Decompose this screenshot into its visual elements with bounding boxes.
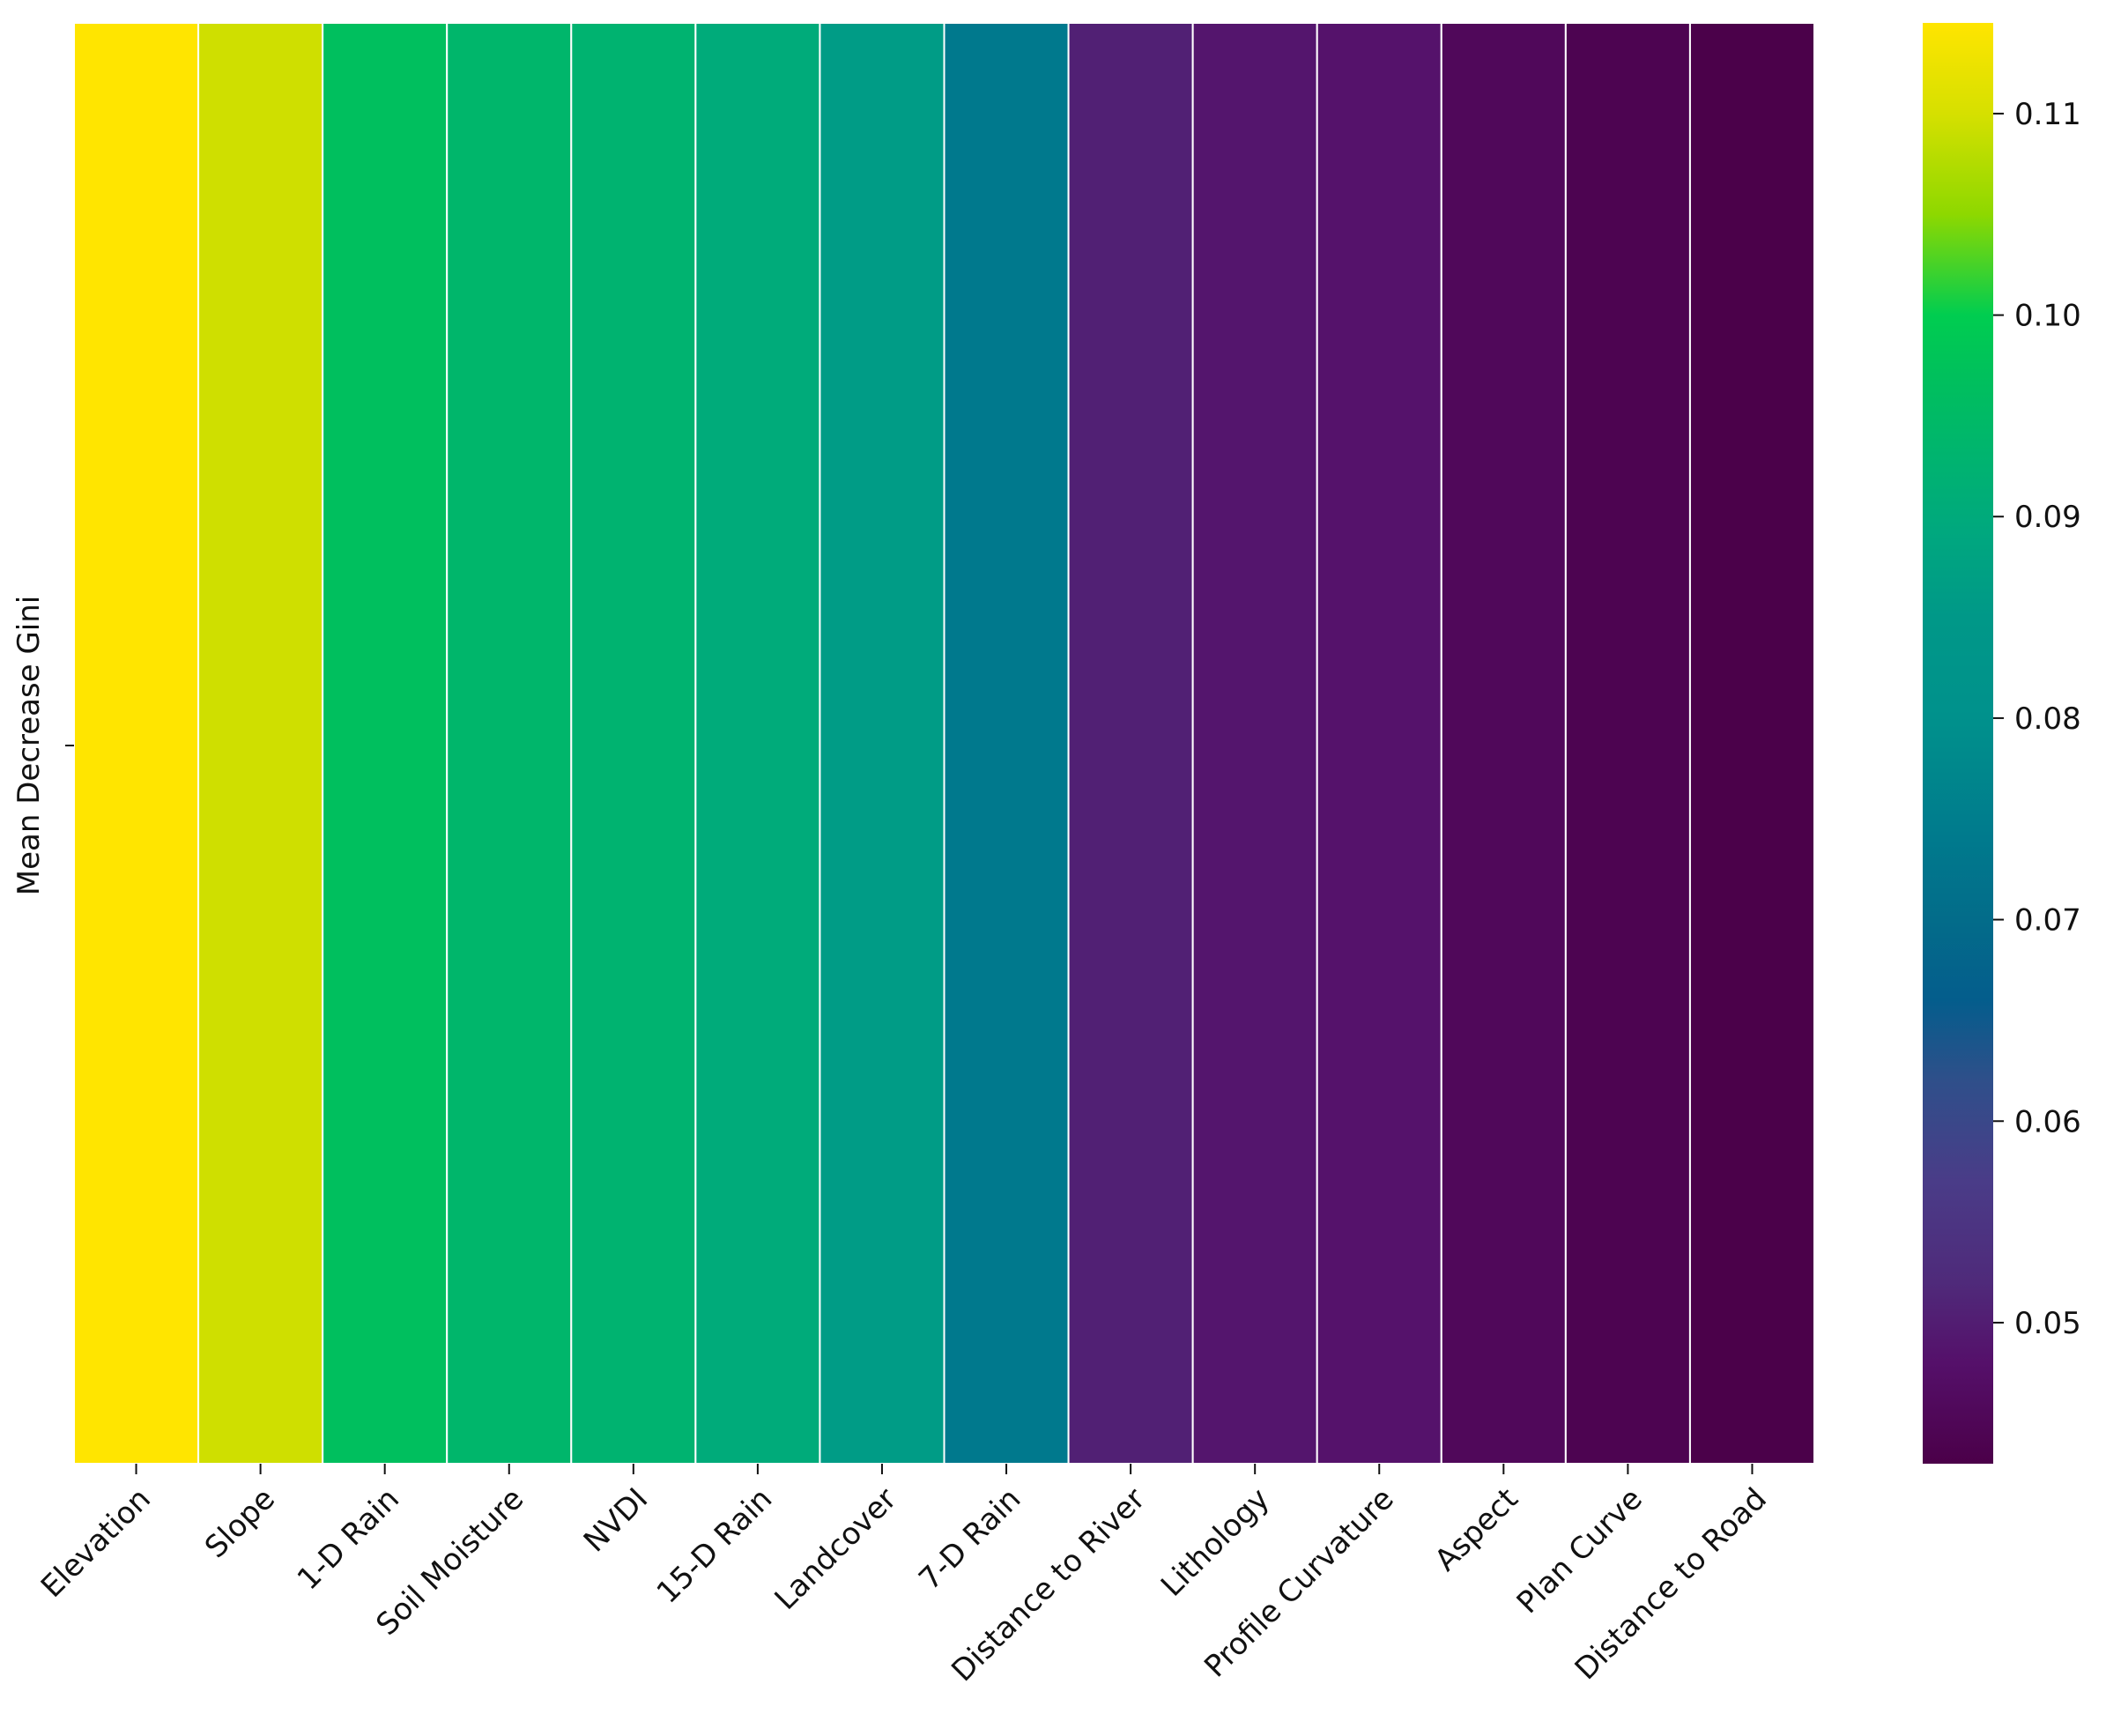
y-axis: Mean Decrease Gini [11,596,74,895]
x-tick-label: Slope [198,1481,282,1565]
heatmap-cell [1316,22,1442,1465]
heatmap-cell [570,22,697,1465]
colorbar-tick-label: 0.07 [2014,903,2081,938]
x-tick-label: 7-D Rain [912,1481,1027,1597]
colorbar-ticks: 0.05 0.06 0.07 0.08 0.09 0.10 0.11 [1993,97,2081,1341]
colorbar-tick-label: 0.06 [2014,1104,2081,1139]
heatmap-cell [1191,22,1318,1465]
colorbar-gradient [1923,23,1993,1464]
heatmap-cell [694,22,821,1465]
x-tick-label: Elevation [34,1481,158,1605]
heatmap-cell [943,22,1070,1465]
x-tick-label: Lithology [1154,1481,1277,1604]
x-tick-label: Plan Curve [1510,1481,1650,1621]
colorbar-tick-label: 0.11 [2014,97,2081,132]
heatmap-cell [446,22,573,1465]
heatmap-cell [73,22,200,1465]
heatmap-cell [1067,22,1194,1465]
x-tick-label: Aspect [1428,1481,1525,1578]
heatmap-cell [322,22,449,1465]
colorbar: 0.05 0.06 0.07 0.08 0.09 0.10 0.11 [1923,23,2081,1464]
y-axis-label: Mean Decrease Gini [11,596,47,895]
colorbar-tick-label: 0.08 [2014,701,2081,737]
heatmap-cells [73,22,1816,1465]
heatmap-cell [1564,22,1691,1465]
x-tick-label: Landcover [768,1481,904,1617]
colorbar-tick-label: 0.10 [2014,299,2081,334]
heatmap-cell [197,22,324,1465]
colorbar-tick-label: 0.05 [2014,1306,2081,1341]
x-tick-label: 1-D Rain [291,1481,406,1597]
heatmap-cell [819,22,945,1465]
colorbar-tick-label: 0.09 [2014,500,2081,535]
heatmap-cell [1688,22,1816,1465]
x-tick-label: 15-D Rain [650,1481,780,1611]
x-tick-label: NVDI [577,1481,655,1559]
heatmap-cell [1440,22,1567,1465]
